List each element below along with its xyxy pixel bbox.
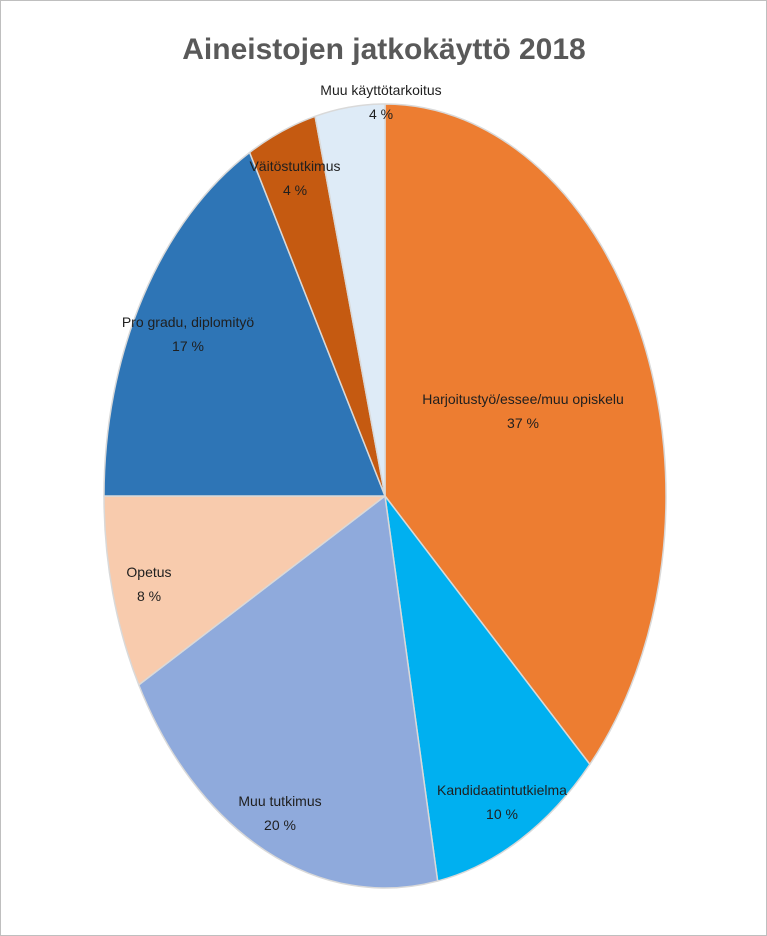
pie-slice (103, 495, 386, 686)
slice-value-label: 10 % (486, 806, 518, 822)
pie-slice (314, 103, 386, 497)
slice-value-label: 20 % (264, 817, 296, 833)
slice-label: Opetus (126, 564, 171, 580)
slice-value-label: 8 % (137, 588, 161, 604)
slice-label: Kandidaatintutkielma (437, 782, 567, 798)
chart-title: Aineistojen jatkokäyttö 2018 (182, 33, 585, 66)
slice-label: Muu tutkimus (238, 793, 321, 809)
pie-labels: Harjoitustyö/essee/muu opiskelu 37 % Kandi… (122, 82, 624, 833)
pie-slice (103, 151, 386, 497)
pie-slice (384, 495, 591, 882)
slice-label: Muu käyttötarkoitus (320, 82, 441, 98)
slice-label: Pro gradu, diplomityö (122, 314, 255, 330)
slice-label: Harjoitustyö/essee/muu opiskelu (422, 391, 624, 407)
pie-slices (103, 103, 667, 889)
slice-value-label: 4 % (283, 182, 307, 198)
pie-slice (138, 495, 439, 889)
pie-slice (384, 103, 667, 766)
slice-value-label: 17 % (172, 338, 204, 354)
slice-value-label: 4 % (369, 106, 393, 122)
slice-value-label: 37 % (507, 415, 539, 431)
slice-label: Väitöstutkimus (249, 158, 340, 174)
